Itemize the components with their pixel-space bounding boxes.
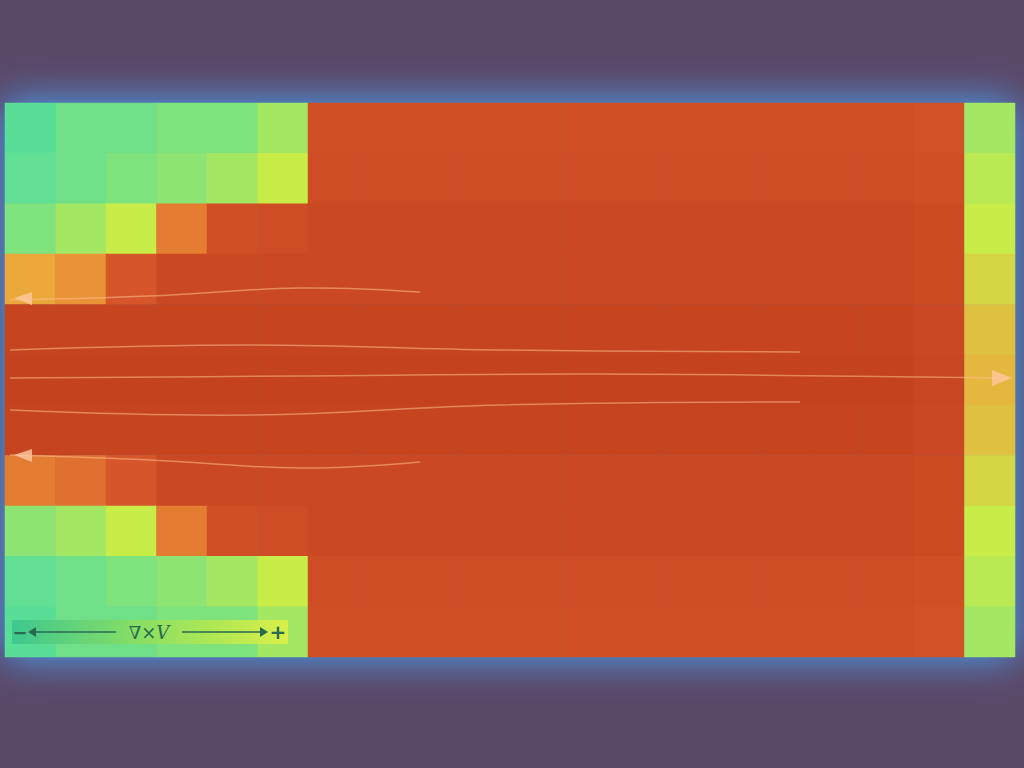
svg-text:−: −: [12, 622, 27, 643]
svg-text:∇×V: ∇×V: [129, 622, 172, 643]
svg-text:+: +: [270, 620, 287, 644]
